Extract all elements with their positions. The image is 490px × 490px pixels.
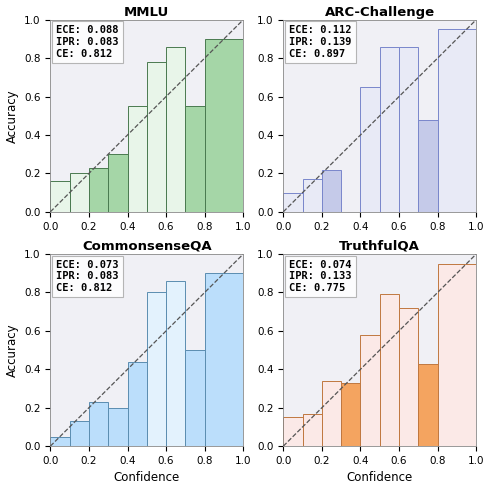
- Title: MMLU: MMLU: [124, 5, 170, 19]
- Bar: [50, 181, 70, 212]
- Text: ECE: 0.088
IPR: 0.083
CE: 0.812: ECE: 0.088 IPR: 0.083 CE: 0.812: [56, 25, 119, 59]
- Bar: [205, 273, 243, 446]
- Text: ECE: 0.112
IPR: 0.139
CE: 0.897: ECE: 0.112 IPR: 0.139 CE: 0.897: [289, 25, 351, 59]
- Bar: [70, 421, 89, 446]
- Bar: [283, 417, 302, 446]
- Title: ARC-Challenge: ARC-Challenge: [325, 5, 435, 19]
- Bar: [147, 62, 166, 212]
- Bar: [50, 437, 70, 446]
- Bar: [283, 193, 302, 212]
- Bar: [418, 120, 438, 212]
- X-axis label: Confidence: Confidence: [114, 471, 180, 485]
- Bar: [438, 29, 476, 212]
- Bar: [322, 170, 341, 212]
- Bar: [185, 350, 205, 446]
- Bar: [438, 264, 476, 446]
- Bar: [127, 362, 147, 446]
- Title: CommonsenseQA: CommonsenseQA: [82, 240, 212, 253]
- Bar: [361, 87, 380, 212]
- Y-axis label: Accuracy: Accuracy: [5, 323, 19, 377]
- Bar: [166, 47, 185, 212]
- X-axis label: Confidence: Confidence: [346, 471, 413, 485]
- Bar: [147, 293, 166, 446]
- Bar: [302, 179, 322, 212]
- Title: TruthfulQA: TruthfulQA: [339, 240, 420, 253]
- Bar: [341, 383, 361, 446]
- Text: ECE: 0.074
IPR: 0.133
CE: 0.775: ECE: 0.074 IPR: 0.133 CE: 0.775: [289, 260, 351, 293]
- Y-axis label: Accuracy: Accuracy: [5, 89, 19, 143]
- Bar: [361, 335, 380, 446]
- Bar: [418, 364, 438, 446]
- Bar: [70, 173, 89, 212]
- Bar: [380, 294, 399, 446]
- Bar: [205, 39, 243, 212]
- Text: ECE: 0.073
IPR: 0.083
CE: 0.812: ECE: 0.073 IPR: 0.083 CE: 0.812: [56, 260, 119, 293]
- Bar: [89, 168, 108, 212]
- Bar: [380, 47, 399, 212]
- Bar: [127, 106, 147, 212]
- Bar: [399, 47, 418, 212]
- Bar: [322, 381, 341, 446]
- Bar: [108, 408, 127, 446]
- Bar: [89, 402, 108, 446]
- Bar: [302, 414, 322, 446]
- Bar: [399, 308, 418, 446]
- Bar: [108, 154, 127, 212]
- Bar: [185, 106, 205, 212]
- Bar: [166, 281, 185, 446]
